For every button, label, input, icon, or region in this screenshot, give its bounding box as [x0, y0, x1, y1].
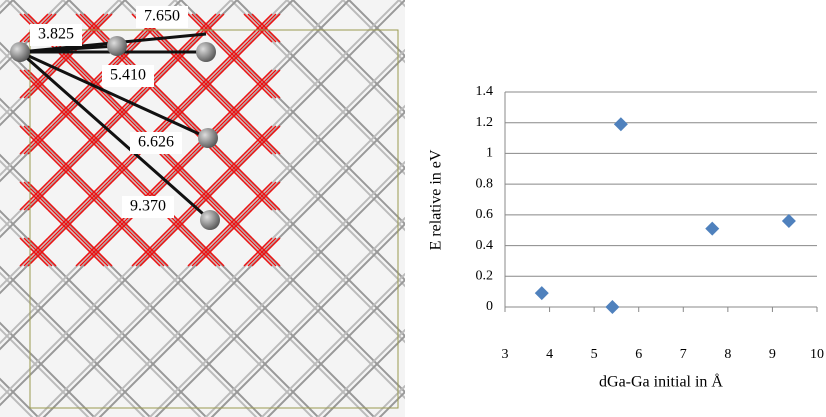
x-axis-title: dGa-Ga initial in Å [599, 373, 723, 391]
y-tick-label: 0.8 [476, 176, 494, 191]
bond [679, 0, 826, 417]
x-tick-label: 4 [546, 347, 553, 362]
page: 3.825 7.650 5.410 6.626 9.370 E relative… [0, 0, 826, 417]
data-point [705, 222, 719, 236]
distance-label: 6.626 [138, 134, 174, 151]
y-tick-label: 0 [486, 299, 493, 314]
x-tick-label: 6 [635, 347, 642, 362]
bond [651, 0, 826, 417]
bond [573, 0, 826, 417]
y-tick-label: 1 [486, 146, 493, 161]
y-tick-label: 0.2 [476, 269, 494, 284]
bond [517, 0, 826, 417]
x-tick-label: 9 [769, 347, 776, 362]
data-point [614, 117, 628, 131]
y-tick-label: 1.2 [476, 115, 494, 130]
x-tick-label: 8 [724, 347, 731, 362]
distance-label: 5.410 [110, 67, 146, 84]
x-tick-label: 7 [680, 347, 687, 362]
x-tick-label: 3 [502, 347, 509, 362]
y-tick-label: 0.6 [476, 207, 494, 222]
bond [685, 0, 826, 417]
distance-label: 9.370 [130, 198, 166, 215]
bond [511, 0, 826, 417]
data-point [605, 300, 619, 314]
data-point [782, 214, 796, 228]
bond [567, 0, 826, 417]
y-tick-label: 0.4 [476, 238, 494, 253]
bond [349, 0, 769, 417]
distance-label: 7.650 [144, 8, 180, 25]
y-tick-label: 1.4 [476, 84, 494, 99]
distance-label: 3.825 [38, 26, 74, 43]
bond [399, 0, 819, 417]
data-point [535, 286, 549, 300]
y-axis-title: E relative in eV [428, 149, 445, 250]
x-tick-label: 10 [810, 347, 824, 362]
bond [595, 0, 826, 417]
figure: 3.825 7.650 5.410 6.626 9.370 E relative… [0, 0, 826, 417]
bond [405, 0, 825, 417]
x-tick-label: 5 [591, 347, 598, 362]
